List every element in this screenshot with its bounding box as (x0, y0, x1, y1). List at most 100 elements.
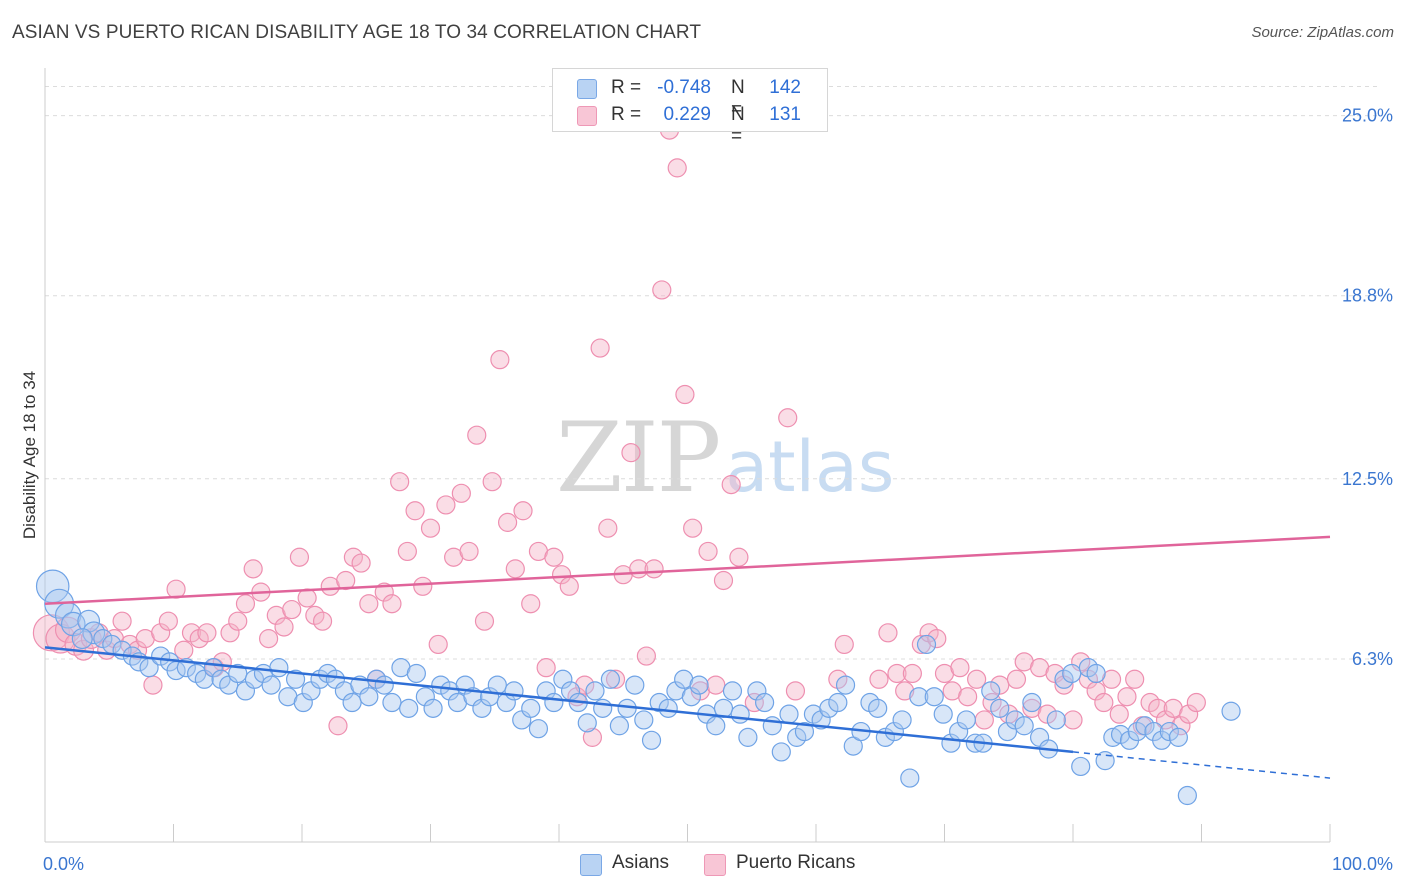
puerto-rican-point (636, 646, 656, 666)
puerto-rican-point (181, 623, 202, 643)
puerto-rican-point (958, 687, 978, 707)
asian-point (909, 687, 929, 707)
puerto-rican-point (220, 623, 240, 643)
asian-point (399, 698, 419, 718)
puerto-rican-point (551, 565, 572, 585)
asian-point (722, 681, 743, 701)
asian-point (71, 628, 93, 650)
legend-label-asians: Asians (612, 852, 670, 873)
puerto-rican-point (950, 658, 970, 678)
puerto-rican-point (498, 512, 518, 532)
puerto-rican-point (778, 408, 798, 428)
asian-point (892, 710, 912, 730)
asian-point (285, 669, 306, 689)
asian-point (787, 727, 807, 747)
puerto-rican-point (974, 710, 994, 730)
asian-point (374, 675, 394, 695)
puerto-rican-point (374, 582, 394, 602)
y-tick-label: 6.3% (1352, 649, 1393, 669)
asian-point (990, 698, 1010, 718)
puerto-rican-point (706, 675, 726, 695)
asian-point (1054, 669, 1074, 689)
puerto-rican-point (575, 675, 595, 695)
asian-point (1221, 701, 1241, 721)
asian-point (382, 692, 402, 713)
asian-point (689, 675, 709, 695)
puerto-rican-point (1117, 687, 1137, 707)
puerto-rican-point (490, 350, 510, 370)
asian-point (933, 704, 953, 724)
asian-point (634, 710, 654, 730)
puerto-rican-point (559, 576, 579, 596)
legend-n-label: N = (731, 77, 745, 120)
puerto-rican-point (785, 681, 806, 701)
asian-point (342, 692, 362, 713)
asian-point (779, 704, 799, 724)
puerto-rican-point (919, 623, 939, 643)
puerto-rican-point (143, 675, 163, 695)
asian-point (730, 704, 750, 724)
puerto-rican-point (474, 611, 495, 631)
asian-point (1078, 658, 1099, 678)
asian-point (553, 669, 573, 689)
puerto-rican-point (420, 518, 441, 538)
legend-r-label: R = (611, 77, 642, 98)
puerto-ricans-points (32, 120, 1206, 747)
legend-label-puerto-ricans: Puerto Ricans (736, 852, 856, 873)
asian-point (681, 687, 701, 707)
asian-point (415, 687, 435, 707)
puerto-rican-point (343, 547, 363, 567)
puerto-rican-point (1125, 669, 1145, 689)
asian-point (860, 692, 880, 713)
puerto-rican-point (834, 634, 854, 655)
puerto-rican-point (243, 559, 263, 579)
puerto-rican-point (590, 338, 610, 358)
asian-point (359, 687, 379, 707)
legend-swatch-puerto-ricans (577, 106, 597, 126)
puerto-rican-point (282, 599, 302, 620)
asian-point (600, 669, 621, 689)
puerto-rican-point (305, 605, 325, 625)
puerto-rican-point (413, 576, 433, 596)
puerto-rican-point (312, 611, 333, 631)
asian-point (528, 719, 549, 739)
asian-point (1103, 727, 1123, 747)
y-tick-label: 25.0% (1342, 106, 1393, 126)
puerto-rican-point (258, 629, 279, 649)
asian-point (228, 663, 248, 684)
asian-point (269, 658, 289, 678)
puerto-rican-point (1006, 669, 1027, 689)
puerto-rican-point (289, 547, 310, 567)
puerto-rican-point (482, 472, 502, 492)
legend-r-value: -0.748 (657, 77, 711, 98)
series-legend: Asians Puerto Ricans (0, 852, 1406, 878)
puerto-rican-point (675, 384, 695, 405)
legend-r-value: 0.229 (663, 104, 711, 125)
asian-point (504, 681, 524, 701)
puerto-rican-point (382, 594, 402, 614)
puerto-rican-point (895, 681, 915, 701)
puerto-rican-point (644, 559, 664, 579)
asian-point (536, 681, 556, 701)
y-tick-label: 12.5% (1342, 469, 1393, 489)
correlation-legend: R = -0.748 N = 142 R = 0.229 N = 131 (552, 68, 828, 147)
puerto-rican-point (698, 541, 718, 562)
legend-n-label: N = (731, 104, 745, 147)
puerto-rican-point (428, 634, 448, 655)
puerto-rican-point (1054, 675, 1074, 695)
puerto-rican-point (513, 501, 533, 521)
puerto-rican-point (652, 280, 672, 300)
asian-point (1127, 721, 1147, 742)
puerto-rican-point (189, 629, 209, 649)
source-label: Source: ZipAtlas.com (1251, 24, 1394, 41)
puerto-rican-point (158, 611, 178, 631)
puerto-rican-point (436, 495, 456, 515)
asian-point (487, 675, 507, 695)
asian-point (187, 663, 207, 684)
asian-point (924, 687, 944, 707)
asian-point (1046, 710, 1066, 730)
puerto-rican-point (713, 570, 734, 591)
asian-point (981, 681, 1001, 701)
swatch-puerto-ricans (704, 854, 726, 876)
asians-trend-line (44, 646, 1074, 754)
